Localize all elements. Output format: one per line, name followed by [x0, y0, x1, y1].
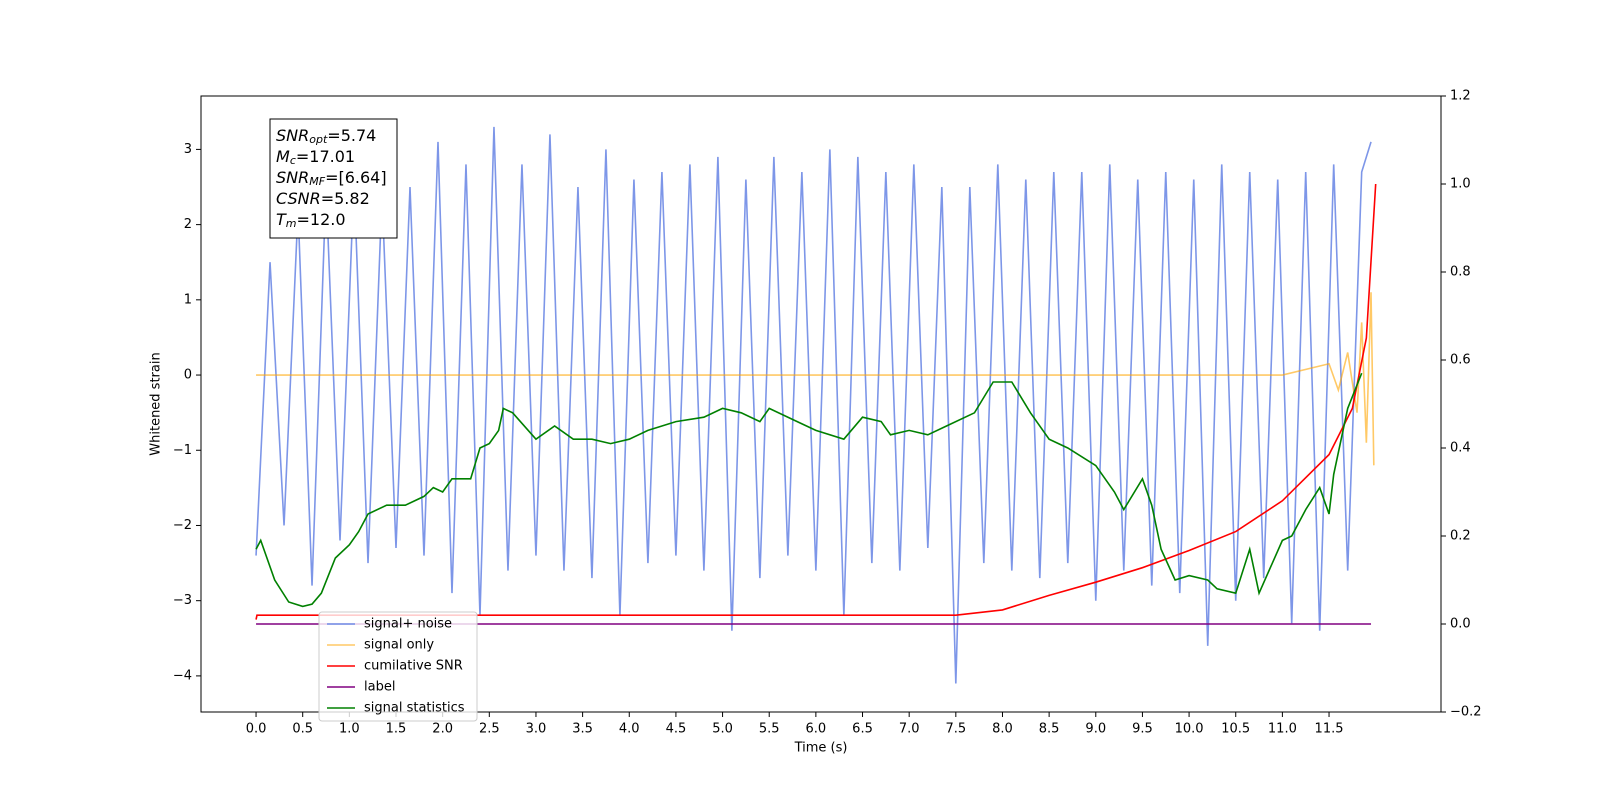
x-tick-label: 2.0: [432, 722, 453, 737]
y-axis-label: Whitened strain: [149, 352, 164, 455]
legend-label: label: [364, 680, 395, 695]
annotation: SNRopt=5.74: [276, 126, 376, 147]
annotation-subscript: m: [286, 217, 297, 230]
annotation-symbol: M: [276, 147, 290, 166]
x-tick-label: 9.0: [1085, 722, 1106, 737]
x-tick-label: 11.0: [1268, 722, 1297, 737]
annotation-subscript: c: [290, 154, 296, 167]
x-tick-label: 8.5: [1039, 722, 1060, 737]
annotation-frame: [269, 118, 398, 239]
x-tick-label: 7.0: [899, 722, 920, 737]
y-tick-label: −1: [173, 443, 192, 458]
x-tick-label: 7.5: [945, 722, 966, 737]
annotation-symbol: CSNR: [276, 189, 321, 208]
annotation-subscript: opt: [309, 133, 328, 146]
y-tick-label: 0: [184, 368, 192, 383]
annotation-text: =12.0: [297, 210, 346, 229]
x-tick-label: 5.0: [712, 722, 733, 737]
x-tick-label: 3.5: [572, 722, 593, 737]
y2-tick-label: 1.2: [1450, 89, 1471, 104]
x-tick-label: 4.5: [666, 722, 687, 737]
annotation-text: =5.74: [327, 126, 376, 145]
y-tick-label: −4: [173, 668, 192, 683]
series-line: [255, 372, 1363, 608]
x-axis-label: Time (s): [794, 741, 848, 756]
annotation-text: =17.01: [296, 147, 355, 166]
annotation-subscript: MF: [309, 175, 325, 188]
annotation-text: =[6.64]: [325, 168, 387, 187]
legend: signal+ noise signal only cumilative SNR la…: [318, 611, 478, 722]
annotation: SNRMF=[6.64]: [276, 168, 387, 189]
y2-tick-label: 0.6: [1450, 353, 1471, 368]
legend-label: signal only: [364, 638, 434, 653]
x-tick-label: 6.0: [806, 722, 827, 737]
y2-tick-label: 0.4: [1450, 441, 1471, 456]
y-tick-label: 1: [184, 292, 192, 307]
x-tick-label: 0.0: [246, 722, 267, 737]
x-tick-label: 6.5: [852, 722, 873, 737]
y2-tick-label: 0.8: [1450, 265, 1471, 280]
series-line: [256, 292, 1375, 466]
legend-label: signal+ noise: [364, 617, 452, 632]
annotation: Mc=17.01: [276, 147, 355, 168]
legend-label: cumilative SNR: [364, 659, 463, 674]
y2-tick-label: 1.0: [1450, 177, 1471, 192]
x-tick-label: 1.5: [386, 722, 407, 737]
x-tick-label: 9.5: [1132, 722, 1153, 737]
annotation-symbol: SNR: [276, 126, 309, 145]
y2-tick-label: 0.2: [1450, 529, 1471, 544]
y-tick-label: 2: [184, 217, 192, 232]
y2-tick-label: −0.2: [1450, 705, 1482, 720]
annotation-text: =5.82: [321, 189, 370, 208]
annotation-symbol: SNR: [276, 168, 309, 187]
legend-frame: [318, 611, 478, 722]
x-tick-label: 3.0: [526, 722, 547, 737]
y-tick-label: −3: [173, 593, 192, 608]
x-tick-label: 8.0: [992, 722, 1013, 737]
annotation: CSNR=5.82: [276, 189, 370, 208]
plot-frame: [200, 95, 1442, 713]
x-tick-label: 1.0: [339, 722, 360, 737]
y-tick-label: −2: [173, 518, 192, 533]
series-line: [255, 126, 1372, 684]
x-tick-label: 0.5: [292, 722, 313, 737]
annotation-symbol: T: [276, 210, 287, 229]
x-tick-label: 10.0: [1175, 722, 1204, 737]
y-tick-label: 3: [184, 142, 192, 157]
x-tick-label: 10.5: [1221, 722, 1250, 737]
y2-tick-label: 0.0: [1450, 617, 1471, 632]
x-tick-label: 5.5: [759, 722, 780, 737]
x-tick-label: 2.5: [479, 722, 500, 737]
annotation-box: SNRopt=5.74Mc=17.01SNRMF=[6.64]CSNR=5.82…: [269, 118, 398, 239]
annotation: Tm=12.0: [276, 210, 346, 231]
x-tick-label: 11.5: [1315, 722, 1344, 737]
legend-label: signal statistics: [364, 701, 465, 716]
x-tick-label: 4.0: [619, 722, 640, 737]
